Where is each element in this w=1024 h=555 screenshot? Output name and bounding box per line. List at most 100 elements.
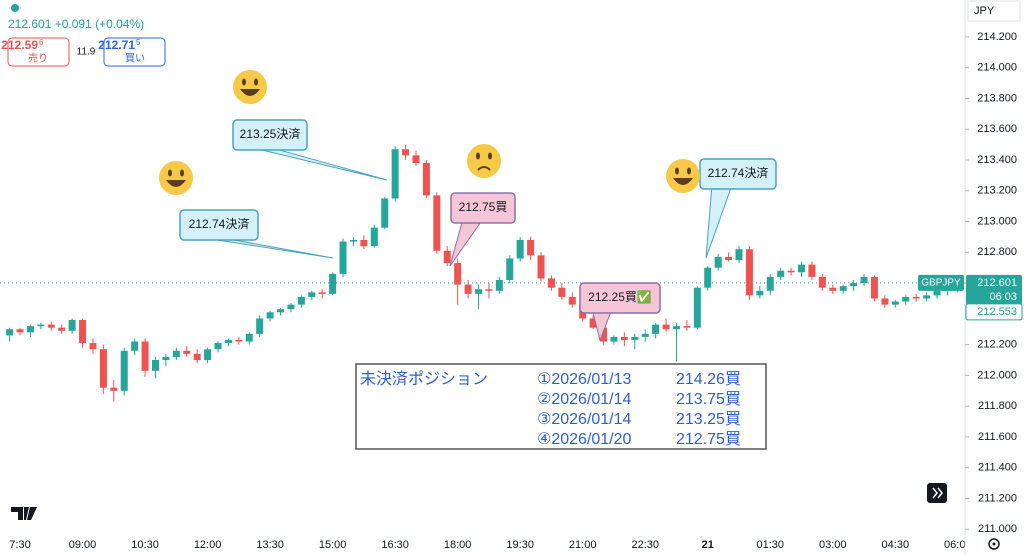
position-date: ①2026/01/13 [537,371,632,388]
x-tick-label: 19:30 [506,539,534,551]
emoji-mouth [477,166,491,171]
candle-body [287,304,295,310]
candle-body [537,255,545,279]
candle-body [891,301,899,305]
position-date: ②2026/01/14 [537,391,632,408]
y-tick-label: 211.400 [978,462,1017,474]
sell-label: 売り [28,52,48,65]
candle-body [881,298,889,305]
emoji-eye [254,78,258,86]
candle-body [58,327,66,331]
emoji-eye [488,152,492,160]
x-tick-label: 15:00 [319,539,347,551]
x-tick-label: 16:30 [381,539,409,551]
buy-sup: 5 [136,38,141,47]
emoji-eye [180,169,184,177]
candle-body [933,290,941,296]
candle-body [266,312,274,319]
emoji [467,144,501,178]
candle-body [777,270,785,277]
callout-box [232,119,308,151]
x-tick-label: 09:00 [69,539,97,551]
candle-body [204,349,212,360]
emoji-face [159,161,193,195]
candle-body [422,163,430,196]
callout-pointer [244,145,388,181]
position-date: ③2026/01/14 [537,411,632,428]
candle-body [151,360,159,371]
candle-body [808,264,816,277]
candle-body [839,286,847,291]
candle-body [860,276,868,284]
candle-body [277,309,285,313]
x-tick-label: 03:00 [819,539,847,551]
sell-sup: 6 [39,38,44,47]
callout-box [450,192,516,224]
candle-body [256,318,264,334]
callout-pointer [705,184,733,259]
scroll-button[interactable] [927,483,947,503]
candle-body [6,329,14,336]
y-tick-label: 214.200 [977,31,1017,43]
y-tick-label: 213.800 [977,92,1017,104]
candle-body [516,240,524,259]
candle-body [16,329,24,333]
candle-body [235,340,243,342]
currency-button[interactable] [967,0,1021,22]
sell-button[interactable] [7,37,70,67]
quote: 212.601 +0.091 (+0.04%) [8,17,144,31]
candle-body [704,267,712,288]
y-tick-label: 211.000 [978,523,1017,535]
sell-price: 212.59 [1,38,38,52]
candle-body [110,387,118,391]
candle-body [47,324,55,328]
candle-body [120,350,128,391]
x-tick-label: 21:00 [569,539,597,551]
candle-body [402,149,410,156]
position-frame [355,363,767,450]
settings-icon[interactable] [988,538,1000,550]
candle-body [631,336,639,340]
candle-body [787,270,795,273]
candle-body [141,341,149,371]
candle-body [99,349,107,388]
candle-body [464,284,472,294]
candle-body [600,327,608,342]
buy-button[interactable] [103,37,166,67]
callout-text: 213.25決済 [240,126,301,141]
last-price-label: 212.601 [977,277,1017,289]
candle-body [735,249,743,260]
candle-body [297,296,305,305]
candle-body [662,324,670,330]
candle-body [224,340,232,344]
emoji-eye [168,169,172,177]
emoji-face [467,144,501,178]
bid-price-tag [965,303,1023,321]
candle-body [766,276,774,291]
callout: 212.74決済 [179,209,334,259]
emoji-face [233,70,267,104]
x-tick-label: 12:00 [194,539,222,551]
candle-body [620,336,628,340]
y-tick-label: 212.800 [977,246,1017,258]
candle-body [443,250,451,264]
position-box: 未決済ポジション ①2026/01/13 214.26買 ②2026/01/14 213… [355,363,767,450]
candle-body [870,276,878,299]
candle-body [485,289,493,291]
x-tick-label: 01:30 [756,539,784,551]
emoji-mouth [673,178,693,185]
candle-body [923,295,931,299]
position-price: 214.26買 [676,371,741,388]
candle-body [547,278,555,288]
position-date: ④2026/01/20 [537,431,632,448]
candle-body [506,258,514,280]
last-price-tag [966,274,1022,305]
buy-price: 212.71 [98,38,135,52]
position-price: 212.75買 [676,431,741,448]
x-tick-label: 22:30 [631,539,659,551]
callout-text: 212.75買 [459,200,508,214]
symbol-tag [918,274,964,291]
x-tick-label: 7:30 [9,539,30,551]
candle-body [391,149,399,199]
